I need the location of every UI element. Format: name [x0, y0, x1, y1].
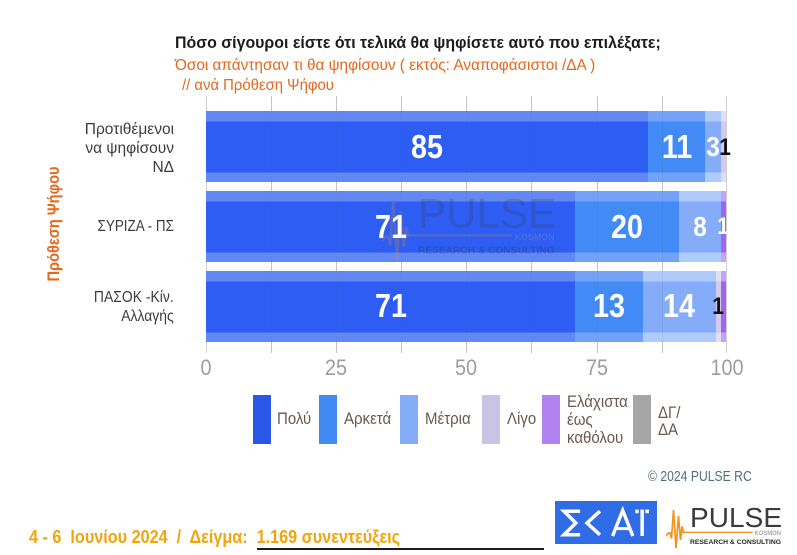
svg-text:KOSMON: KOSMON	[755, 531, 782, 537]
svg-text:RESEARCH & CONSULTING: RESEARCH & CONSULTING	[690, 539, 781, 546]
svg-text:PULSE: PULSE	[418, 189, 556, 236]
svg-text:KOSMON: KOSMON	[515, 231, 555, 241]
svg-text:PULSE: PULSE	[690, 502, 782, 533]
svg-text:RESEARCH & CONSULTING: RESEARCH & CONSULTING	[418, 245, 555, 256]
